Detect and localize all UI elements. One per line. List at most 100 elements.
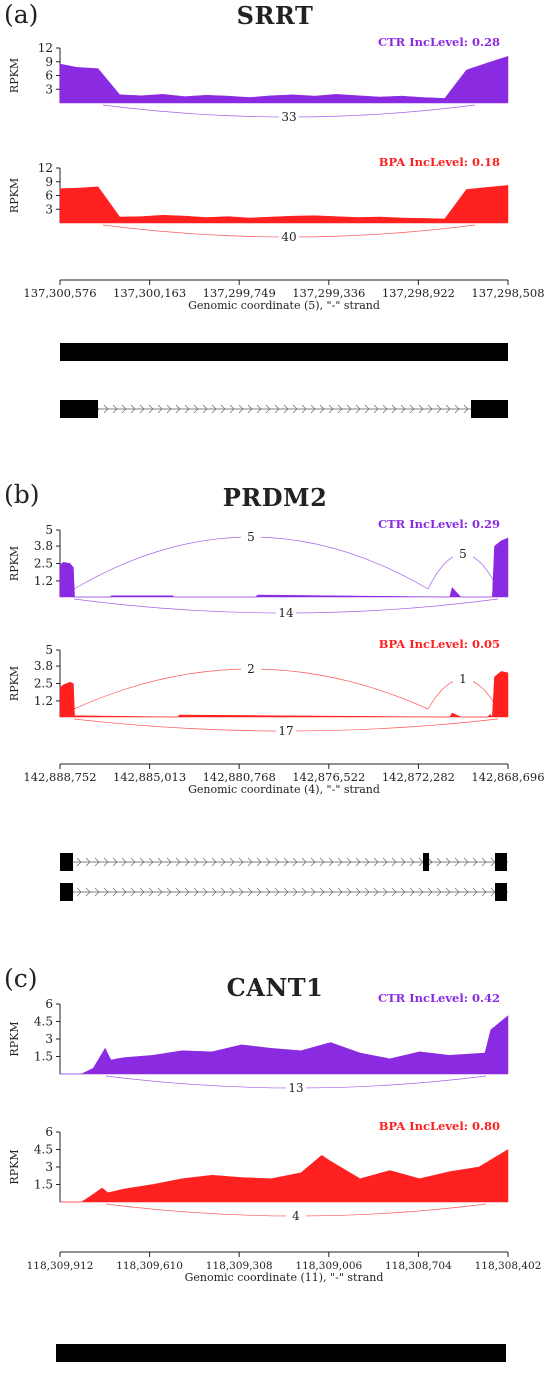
strand-chevron [382,404,388,414]
strand-chevron [166,857,172,867]
strand-chevron [427,404,433,414]
exon-block [495,853,507,871]
strand-chevron [148,857,154,867]
strand-chevron [85,887,91,897]
panel-label: (a) [4,0,39,29]
inclevel-label: CTR IncLevel: 0.29 [378,517,500,531]
strand-chevron [292,404,298,414]
strand-chevron [220,404,226,414]
strand-chevron [337,887,343,897]
strand-chevron [391,404,397,414]
strand-chevron [391,887,397,897]
y-tick-label: 1.2 [34,694,53,708]
strand-chevron [184,887,190,897]
strand-chevron [202,857,208,867]
strand-chevron [238,404,244,414]
x-tick-label: 118,308,704 [385,1260,452,1272]
junction-label-bg [286,1081,306,1095]
strand-chevron [283,887,289,897]
x-tick-label: 137,299,749 [203,286,276,300]
y-tick-label: 6 [45,1125,53,1139]
strand-chevron [157,404,163,414]
strand-chevron [103,857,109,867]
x-tick-label: 118,309,610 [116,1260,183,1272]
strand-chevron [184,857,190,867]
y-axis-label: RPKM [8,546,21,581]
gene-model [60,343,508,418]
inclevel-label: CTR IncLevel: 0.42 [378,991,500,1005]
x-tick-label: 137,300,163 [113,286,186,300]
strand-chevron [265,404,271,414]
y-tick-label: 12 [38,161,53,175]
strand-chevron [400,857,406,867]
gene-model [56,1344,506,1362]
strand-chevron [328,887,334,897]
y-tick-label: 3 [45,1160,53,1174]
strand-chevron [139,887,145,897]
y-tick-label: 1.5 [34,1178,53,1192]
strand-chevron [184,404,190,414]
strand-chevron [319,887,325,897]
strand-chevron [265,887,271,897]
strand-chevron [247,857,253,867]
strand-chevron [247,887,253,897]
y-tick-label: 6 [45,189,53,203]
x-tick-label: 142,872,282 [382,770,455,784]
junction-label-bg [453,672,473,686]
strand-chevron [445,857,451,867]
strand-chevron [139,857,145,867]
junction-label-bg [279,230,299,244]
gene-model [60,853,508,901]
strand-chevron [211,887,217,897]
strand-chevron [355,887,361,897]
x-axis-label: Genomic coordinate (11), "-" strand [185,1271,384,1284]
y-axis-label: RPKM [8,1021,21,1056]
x-tick-label: 118,308,402 [475,1260,542,1272]
strand-chevron [202,404,208,414]
strand-chevron [274,857,280,867]
y-tick-label: 1.2 [34,574,53,588]
strand-chevron [121,887,127,897]
junction-label-bg [241,530,261,544]
junction-count: 2 [247,662,255,676]
strand-chevron [148,887,154,897]
junction-count: 5 [459,547,467,561]
x-tick-label: 118,309,308 [206,1260,273,1272]
strand-chevron [76,857,82,867]
strand-chevron [94,887,100,897]
strand-chevron [382,857,388,867]
strand-chevron [409,857,415,867]
strand-chevron [418,404,424,414]
strand-chevron [130,887,136,897]
inclevel-label: BPA IncLevel: 0.18 [379,155,500,169]
exon-block [471,400,508,418]
strand-chevron [139,404,145,414]
y-tick-label: 4.5 [34,1015,53,1029]
strand-chevron [328,857,334,867]
strand-chevron [130,857,136,867]
y-axis-label: RPKM [8,178,21,213]
strand-chevron [445,404,451,414]
strand-chevron [427,887,433,897]
y-tick-label: 3 [45,82,53,96]
strand-chevron [382,887,388,897]
strand-chevron [391,857,397,867]
x-axis-label: Genomic coordinate (4), "-" strand [188,783,380,796]
strand-chevron [283,404,289,414]
strand-chevron [103,887,109,897]
strand-chevron [301,857,307,867]
gene-title: PRDM2 [222,483,328,512]
strand-chevron [274,404,280,414]
strand-chevron [76,887,82,897]
strand-chevron [400,404,406,414]
strand-chevron [94,857,100,867]
strand-chevron [256,857,262,867]
inclevel-label: BPA IncLevel: 0.80 [379,1119,500,1133]
strand-chevron [193,404,199,414]
strand-chevron [373,887,379,897]
x-axis: 142,888,752 142,885,013 142,880,768 142,876… [23,763,545,796]
strand-chevron [121,857,127,867]
